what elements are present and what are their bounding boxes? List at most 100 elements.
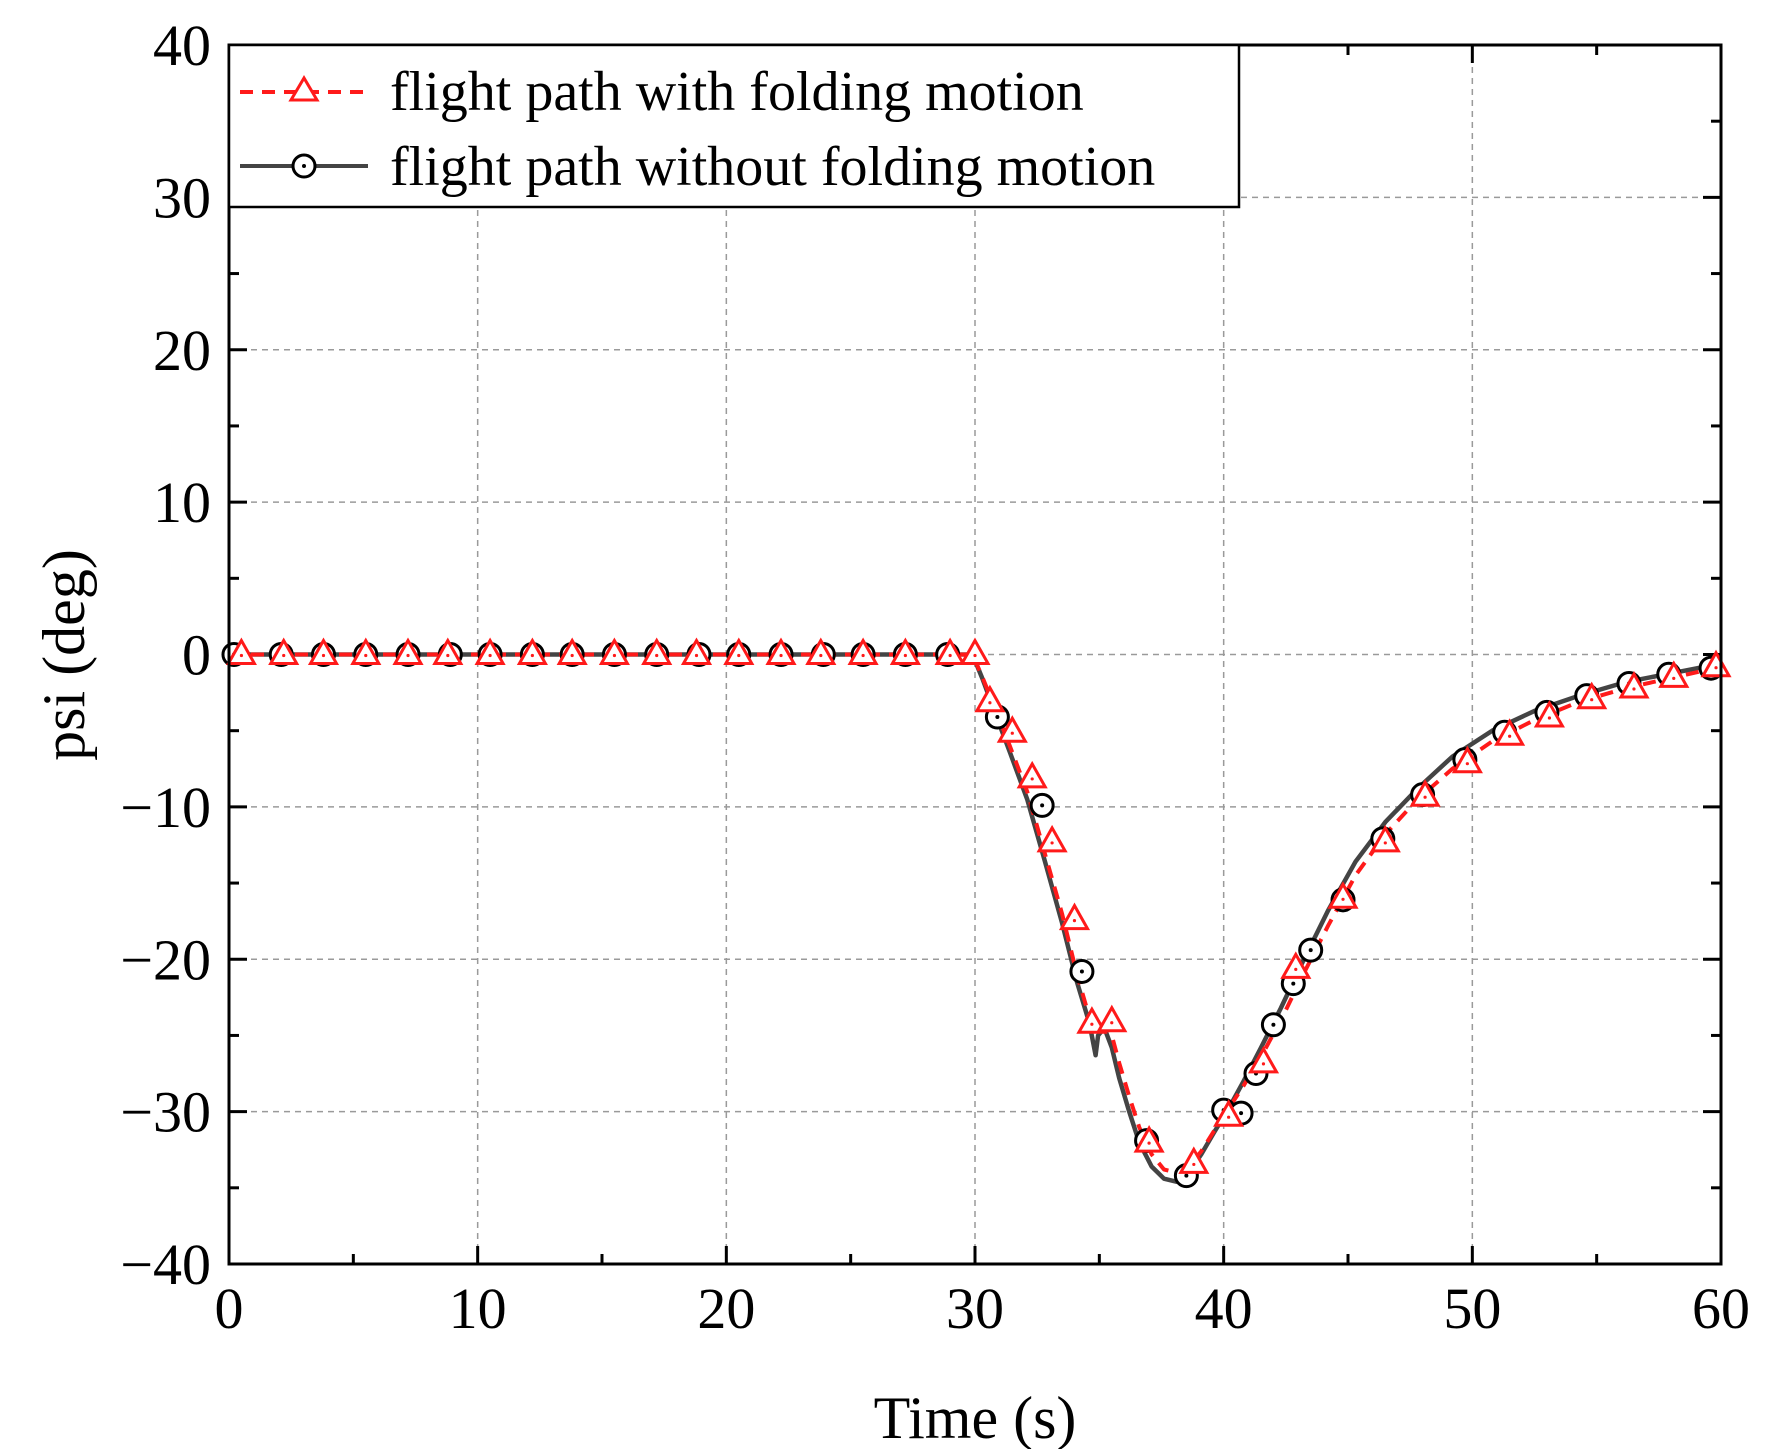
triangle-marker-dot bbox=[1714, 666, 1718, 670]
triangle-marker-dot bbox=[973, 653, 977, 658]
triangle-marker-dot bbox=[819, 653, 823, 658]
triangle-marker bbox=[1494, 718, 1526, 746]
triangle-marker bbox=[1658, 660, 1690, 688]
series bbox=[221, 637, 1732, 1189]
y-tick-label: 10 bbox=[153, 470, 211, 535]
triangle-marker bbox=[268, 637, 300, 665]
y-tick-label: −30 bbox=[120, 1080, 211, 1145]
triangle-marker bbox=[474, 637, 506, 665]
triangle-marker bbox=[1280, 951, 1312, 979]
circle-marker-dot bbox=[1184, 1173, 1189, 1178]
triangle-marker bbox=[1096, 1004, 1128, 1033]
grid bbox=[229, 45, 1721, 1264]
triangle-marker-dot bbox=[1261, 1062, 1266, 1066]
legend-marker-circle-dot bbox=[302, 164, 306, 168]
triangle-marker bbox=[1058, 902, 1091, 931]
triangle-marker bbox=[516, 637, 548, 665]
y-tick-label: 30 bbox=[153, 165, 211, 230]
triangle-marker bbox=[1247, 1045, 1280, 1074]
triangle-marker bbox=[680, 637, 713, 665]
circle-marker-dot bbox=[1239, 1111, 1244, 1116]
x-tick-label: 30 bbox=[946, 1276, 1004, 1341]
x-tick-labels: 0 10 20 30 40 50 60 bbox=[215, 1276, 1751, 1341]
triangle-marker-dot bbox=[1147, 1141, 1151, 1145]
triangle-marker-dot bbox=[1672, 676, 1676, 680]
triangle-marker bbox=[1451, 745, 1483, 774]
triangle-marker bbox=[1576, 681, 1608, 710]
triangle-marker bbox=[934, 637, 966, 665]
x-tick-label: 0 bbox=[215, 1276, 244, 1341]
triangle-marker-dot bbox=[570, 653, 574, 658]
triangle-marker-dot bbox=[1110, 1021, 1114, 1025]
triangle-marker-dot bbox=[1508, 734, 1512, 738]
triangle-marker bbox=[1133, 1125, 1165, 1153]
triangle-marker bbox=[392, 637, 424, 665]
y-tick-label: −40 bbox=[120, 1232, 211, 1297]
triangle-marker-dot bbox=[861, 653, 865, 658]
triangle-marker bbox=[432, 637, 464, 665]
legend-box bbox=[227, 43, 1241, 209]
triangle-marker bbox=[350, 637, 382, 665]
circle-marker-dot bbox=[1079, 969, 1084, 974]
triangle-marker bbox=[1369, 824, 1401, 853]
triangle-marker-dot bbox=[1294, 967, 1298, 971]
triangle-marker bbox=[959, 637, 991, 665]
triangle-marker bbox=[805, 637, 837, 665]
x-tick-label: 10 bbox=[449, 1276, 507, 1341]
triangle-marker bbox=[641, 637, 673, 665]
triangle-marker-dot bbox=[1465, 762, 1469, 766]
triangle-marker bbox=[974, 684, 1006, 713]
triangle-marker-dot bbox=[239, 653, 244, 658]
triangle-marker-dot bbox=[1072, 919, 1077, 923]
circle-marker-dot bbox=[1040, 803, 1045, 808]
x-tick-label: 50 bbox=[1443, 1276, 1501, 1341]
triangle-marker-dot bbox=[988, 701, 992, 705]
triangle-marker bbox=[1016, 760, 1048, 789]
triangle-marker bbox=[889, 637, 921, 665]
triangle-marker bbox=[556, 637, 588, 665]
triangle-marker bbox=[1178, 1146, 1210, 1174]
x-tick-label: 20 bbox=[697, 1276, 755, 1341]
triangle-marker-dot bbox=[694, 653, 699, 658]
y-tick-label: −10 bbox=[120, 775, 211, 840]
triangle-marker-dot bbox=[1423, 795, 1427, 799]
triangle-marker-dot bbox=[282, 653, 286, 658]
triangle-marker bbox=[1036, 824, 1068, 853]
y-tick-label: 0 bbox=[182, 623, 211, 688]
triangle-marker-dot bbox=[1030, 777, 1034, 781]
triangle-marker bbox=[598, 637, 630, 665]
circle-marker-dot bbox=[1308, 948, 1313, 953]
triangle-marker bbox=[1327, 881, 1359, 909]
legend-marker-triangle bbox=[288, 75, 320, 102]
triangle-marker bbox=[723, 637, 755, 665]
y-tick-label: 40 bbox=[153, 13, 211, 78]
triangle-marker-dot bbox=[655, 653, 659, 658]
triangle-marker bbox=[765, 637, 797, 665]
triangle-marker-dot bbox=[737, 653, 741, 658]
triangle-marker-dot bbox=[1090, 1022, 1094, 1026]
triangle-marker-dot bbox=[903, 653, 907, 658]
triangle-marker bbox=[225, 637, 257, 665]
triangle-marker bbox=[1409, 779, 1441, 807]
y-tick-labels: 40 30 20 10 0 −10 −20 −30 −40 bbox=[120, 13, 211, 1297]
triangle-marker-dot bbox=[1010, 731, 1014, 735]
x-tick-label: 40 bbox=[1195, 1276, 1253, 1341]
triangle-marker-dot bbox=[488, 653, 492, 658]
y-tick-label: 20 bbox=[153, 318, 211, 383]
y-axis-title: psi (deg) bbox=[31, 549, 97, 761]
triangle-marker-dot bbox=[948, 653, 952, 658]
legend: flight path with folding motion flight p… bbox=[227, 43, 1241, 209]
triangle-marker bbox=[307, 637, 340, 665]
triangle-marker-dot bbox=[1590, 698, 1594, 702]
triangle-marker-dot bbox=[1192, 1162, 1196, 1167]
circle-marker-dot bbox=[1291, 981, 1296, 986]
triangle-marker bbox=[1213, 1099, 1245, 1127]
triangle-marker-dot bbox=[1341, 897, 1345, 901]
triangle-marker-dot bbox=[1547, 716, 1552, 720]
triangle-marker-dot bbox=[530, 653, 534, 658]
triangle-marker bbox=[1618, 670, 1650, 699]
triangle-marker-dot bbox=[364, 653, 368, 658]
triangle-marker-dot bbox=[446, 653, 450, 658]
triangle-marker-dot bbox=[1383, 841, 1387, 845]
